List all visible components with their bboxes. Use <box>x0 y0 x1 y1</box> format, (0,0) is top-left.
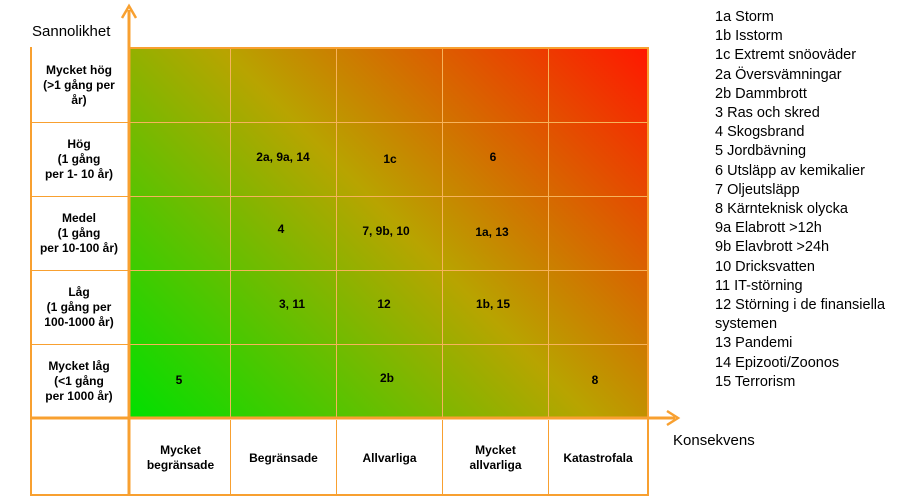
cell-hog-allvarliga: 1c <box>383 152 397 166</box>
cell-lag-allvarliga: 12 <box>377 297 391 311</box>
grid-line <box>548 48 549 418</box>
grid-line <box>130 344 647 345</box>
risk-grid <box>130 48 647 418</box>
frame-line <box>647 48 649 495</box>
legend-item: 13 Pandemi <box>715 335 793 352</box>
legend-item: 11 IT-störning <box>715 277 803 294</box>
x-axis-title: Konsekvens <box>673 432 755 449</box>
cell-lag-begransade: 3, 11 <box>278 297 306 311</box>
row-label-medel: Medel (1 gång per 10-100 år) <box>39 211 119 255</box>
col-label-mycket-allvarliga: Mycket allvarliga <box>469 443 522 472</box>
cell-hog-mycket-allvarliga: 6 <box>489 150 497 164</box>
cell-mycket-lag-allvarliga: 2b <box>379 371 395 385</box>
col-label-katastrofala: Katastrofala <box>563 450 633 465</box>
col-label-mycket-begransade: Mycket begränsade <box>146 443 215 472</box>
grid-line <box>336 48 337 418</box>
cell-medel-mycket-allvarliga: 1a, 13 <box>475 225 509 239</box>
cell-medel-allvarliga: 7, 9b, 10 <box>362 224 410 238</box>
legend-item: 1c Extremt snöoväder <box>715 47 857 64</box>
frame-line <box>30 494 649 496</box>
cell-lag-mycket-allvarliga: 1b, 15 <box>475 297 511 311</box>
legend-item: 9b Elavbrott >24h <box>715 239 830 256</box>
frame-line <box>30 122 130 123</box>
col-label-allvarliga: Allvarliga <box>362 450 417 465</box>
frame-line <box>442 420 443 495</box>
row-label-mycket-hog: Mycket hög (>1 gång per år) <box>43 63 115 107</box>
cell-mycket-lag-mycket-begransade: 5 <box>175 373 183 387</box>
legend-item: 15 Terrorism <box>715 373 796 390</box>
legend-item: 14 Epizooti/Zoonos <box>715 354 840 371</box>
grid-line <box>442 48 443 418</box>
grid-line <box>230 48 231 418</box>
frame-line <box>30 47 32 496</box>
row-label-lag: Låg (1 gång per 100-1000 år) <box>44 285 114 329</box>
y-axis-title: Sannolikhet <box>32 23 111 40</box>
frame-line <box>30 270 130 271</box>
frame-line <box>336 420 337 495</box>
legend-item: 5 Jordbävning <box>715 143 807 160</box>
cell-medel-begransade: 4 <box>277 222 285 236</box>
legend-item: 2a Översvämningar <box>715 66 842 83</box>
legend-item: 1a Storm <box>715 9 774 25</box>
col-label-begransade: Begränsade <box>249 450 318 465</box>
risk-heatmap <box>130 48 647 418</box>
frame-line <box>30 344 130 345</box>
legend-item: 8 Kärnteknisk olycka <box>715 201 848 218</box>
grid-line <box>130 270 647 271</box>
legend-item: 6 Utsläpp av kemikalier <box>715 162 865 179</box>
legend-item: 10 Dricksvatten <box>715 258 815 275</box>
legend-item: 1b Isstorm <box>715 28 783 45</box>
legend-item: 4 Skogsbrand <box>715 124 805 141</box>
legend-item: 9a Elabrott >12h <box>715 220 822 237</box>
frame-line <box>548 420 549 495</box>
legend: 1a Storm 1b Isstorm 1c Extremt snöoväder… <box>715 8 915 392</box>
legend-item: 12 Störning i de finansiella systemen <box>715 297 886 333</box>
legend-item: 3 Ras och skred <box>715 105 820 122</box>
row-label-hog: Hög (1 gång per 1- 10 år) <box>44 137 114 181</box>
legend-item: 2b Dammbrott <box>715 85 807 102</box>
grid-line <box>130 122 647 123</box>
frame-line <box>230 420 231 495</box>
grid-line <box>130 196 647 197</box>
row-label-mycket-lag: Mycket låg (<1 gång per 1000 år) <box>45 359 113 403</box>
frame-line <box>128 47 649 49</box>
cell-hog-begransade: 2a, 9a, 14 <box>256 150 310 164</box>
frame-line <box>30 196 130 197</box>
legend-item: 7 Oljeutsläpp <box>715 181 800 198</box>
cell-mycket-lag-katastrofala: 8 <box>591 373 599 387</box>
